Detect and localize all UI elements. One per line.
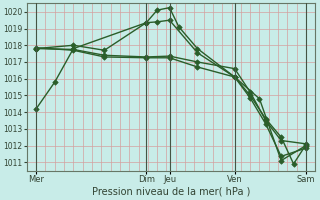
X-axis label: Pression niveau de la mer( hPa ): Pression niveau de la mer( hPa )	[92, 187, 250, 197]
